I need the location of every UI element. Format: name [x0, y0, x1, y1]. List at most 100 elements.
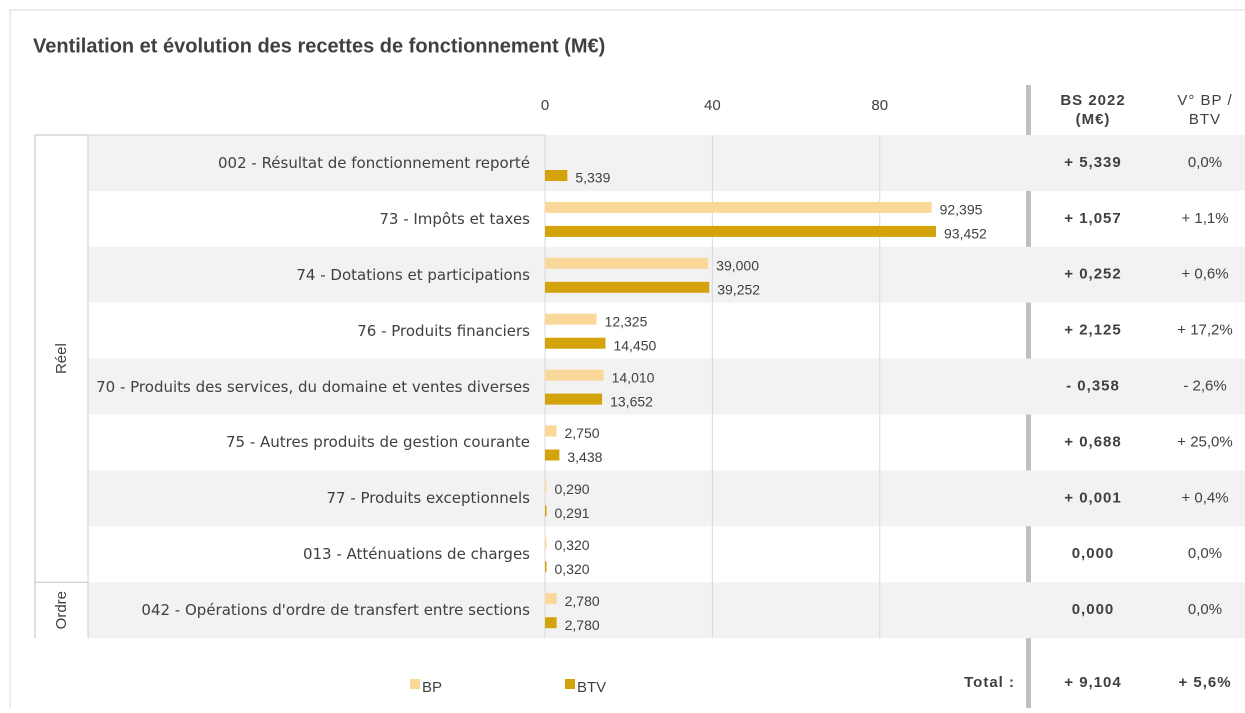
value-label: 13,652 — [610, 393, 653, 409]
total-label: Total : — [964, 674, 1015, 691]
value-label: 2,780 — [565, 593, 600, 609]
column-cell: 0,0% — [1188, 545, 1222, 562]
category-label-wrap: 73 - Impôts et taxes — [70, 191, 530, 247]
category-label: 75 - Autres produits de gestion courante — [225, 433, 530, 452]
bar — [545, 201, 932, 213]
bar — [545, 593, 557, 605]
value-label: 0,320 — [555, 537, 590, 553]
column-cell: + 0,001 — [1064, 489, 1121, 506]
bar — [545, 225, 937, 237]
category-label-wrap: 77 - Produits exceptionnels — [70, 470, 530, 526]
value-label: 39,000 — [716, 258, 759, 274]
category-label: 76 - Produits financiers — [357, 321, 530, 340]
legend-swatch — [410, 679, 420, 689]
group-label: Réel — [53, 343, 70, 374]
column-cell: + 2,125 — [1064, 322, 1121, 339]
bar — [545, 369, 604, 381]
chart-title: Ventilation et évolution des recettes de… — [33, 35, 605, 57]
value-label: 2,780 — [565, 617, 600, 633]
column-cell: + 0,688 — [1064, 433, 1121, 450]
bar — [545, 337, 606, 349]
value-label: 0,290 — [555, 481, 590, 497]
category-label-box: 76 - Produits financiers — [70, 303, 530, 359]
category-label-box: 75 - Autres produits de gestion courante — [70, 415, 530, 471]
value-label: 0,320 — [555, 561, 590, 577]
category-label-wrap: 75 - Autres produits de gestion courante — [70, 415, 530, 471]
bar — [545, 561, 547, 573]
category-label-box: 77 - Produits exceptionnels — [70, 470, 530, 526]
category-label-wrap: 76 - Produits financiers — [70, 303, 530, 359]
bar — [545, 281, 710, 293]
bar — [545, 257, 709, 269]
bar — [545, 313, 597, 325]
bar — [545, 481, 547, 493]
column-cell: + 5,339 — [1064, 154, 1121, 171]
value-label: 14,450 — [613, 337, 656, 353]
row-band — [88, 582, 1245, 639]
category-label: 013 - Atténuations de charges — [302, 545, 530, 564]
value-label: 0,291 — [555, 505, 590, 521]
bar — [545, 617, 557, 629]
category-label-box: 70 - Produits des services, du domaine e… — [70, 359, 530, 415]
x-tick-label: 40 — [704, 97, 721, 114]
category-label-wrap: 042 - Opérations d'ordre de transfert en… — [70, 582, 530, 638]
frame — [9, 9, 1245, 713]
column-cell: + 0,4% — [1181, 489, 1228, 506]
row-band — [88, 135, 1245, 191]
bar — [545, 449, 560, 461]
category-label: 77 - Produits exceptionnels — [326, 489, 530, 508]
value-label: 2,750 — [565, 425, 600, 441]
value-label: 92,395 — [940, 202, 983, 218]
category-label-box: 002 - Résultat de fonctionnement reporté — [217, 153, 530, 172]
category-label-box: 042 - Opérations d'ordre de transfert en… — [70, 582, 530, 638]
bar — [545, 537, 547, 549]
column-cell: + 1,1% — [1181, 210, 1228, 227]
category-label: 002 - Résultat de fonctionnement reporté — [217, 153, 530, 172]
row-band — [88, 470, 1245, 527]
value-label: 12,325 — [605, 313, 648, 329]
value-label: 5,339 — [575, 170, 610, 186]
column-cell: 0,000 — [1072, 545, 1115, 562]
value-label: 3,438 — [567, 449, 602, 465]
legend-label: BP — [422, 679, 442, 696]
column-total: + 9,104 — [1064, 674, 1121, 691]
group-label: Ordre — [53, 591, 70, 629]
bar — [545, 170, 568, 181]
category-label-wrap: 70 - Produits des services, du domaine e… — [70, 359, 530, 415]
value-label: 93,452 — [944, 226, 987, 242]
column-cell: - 2,6% — [1183, 378, 1226, 395]
column-total: + 5,6% — [1178, 674, 1231, 691]
value-label: 14,010 — [612, 369, 655, 385]
column-header: V° BP / — [1177, 92, 1232, 109]
column-cell: 0,0% — [1188, 601, 1222, 618]
value-label: 39,252 — [717, 282, 760, 298]
column-cell: + 17,2% — [1177, 322, 1232, 339]
column-cell: 0,0% — [1188, 154, 1222, 171]
category-label-wrap: 74 - Dotations et participations — [70, 247, 530, 303]
x-tick-label: 80 — [871, 97, 888, 114]
category-label-box: 013 - Atténuations de charges — [70, 526, 530, 582]
legend-swatch — [565, 679, 575, 689]
category-label: 73 - Impôts et taxes — [379, 209, 530, 228]
row-band — [88, 358, 1245, 415]
column-cell: + 0,6% — [1181, 266, 1228, 283]
category-label-box: 74 - Dotations et participations — [70, 247, 530, 303]
bar — [545, 425, 557, 437]
column-cell: 0,000 — [1072, 601, 1115, 618]
x-tick-label: 0 — [541, 97, 549, 114]
legend-label: BTV — [577, 679, 606, 696]
column-header: (M€) — [1076, 111, 1111, 128]
column-cell: + 25,0% — [1177, 433, 1232, 450]
category-label: 70 - Produits des services, du domaine e… — [96, 377, 530, 396]
column-header: BS 2022 — [1060, 92, 1125, 109]
category-label-wrap: 013 - Atténuations de charges — [70, 526, 530, 582]
bar — [545, 393, 603, 405]
column-cell: - 0,358 — [1066, 378, 1120, 395]
category-label: 042 - Opérations d'ordre de transfert en… — [141, 601, 530, 620]
category-label-box: 73 - Impôts et taxes — [70, 191, 530, 247]
category-label: 74 - Dotations et participations — [296, 265, 530, 284]
column-header: BTV — [1189, 111, 1221, 128]
bar — [545, 505, 547, 517]
row-band — [88, 246, 1245, 303]
